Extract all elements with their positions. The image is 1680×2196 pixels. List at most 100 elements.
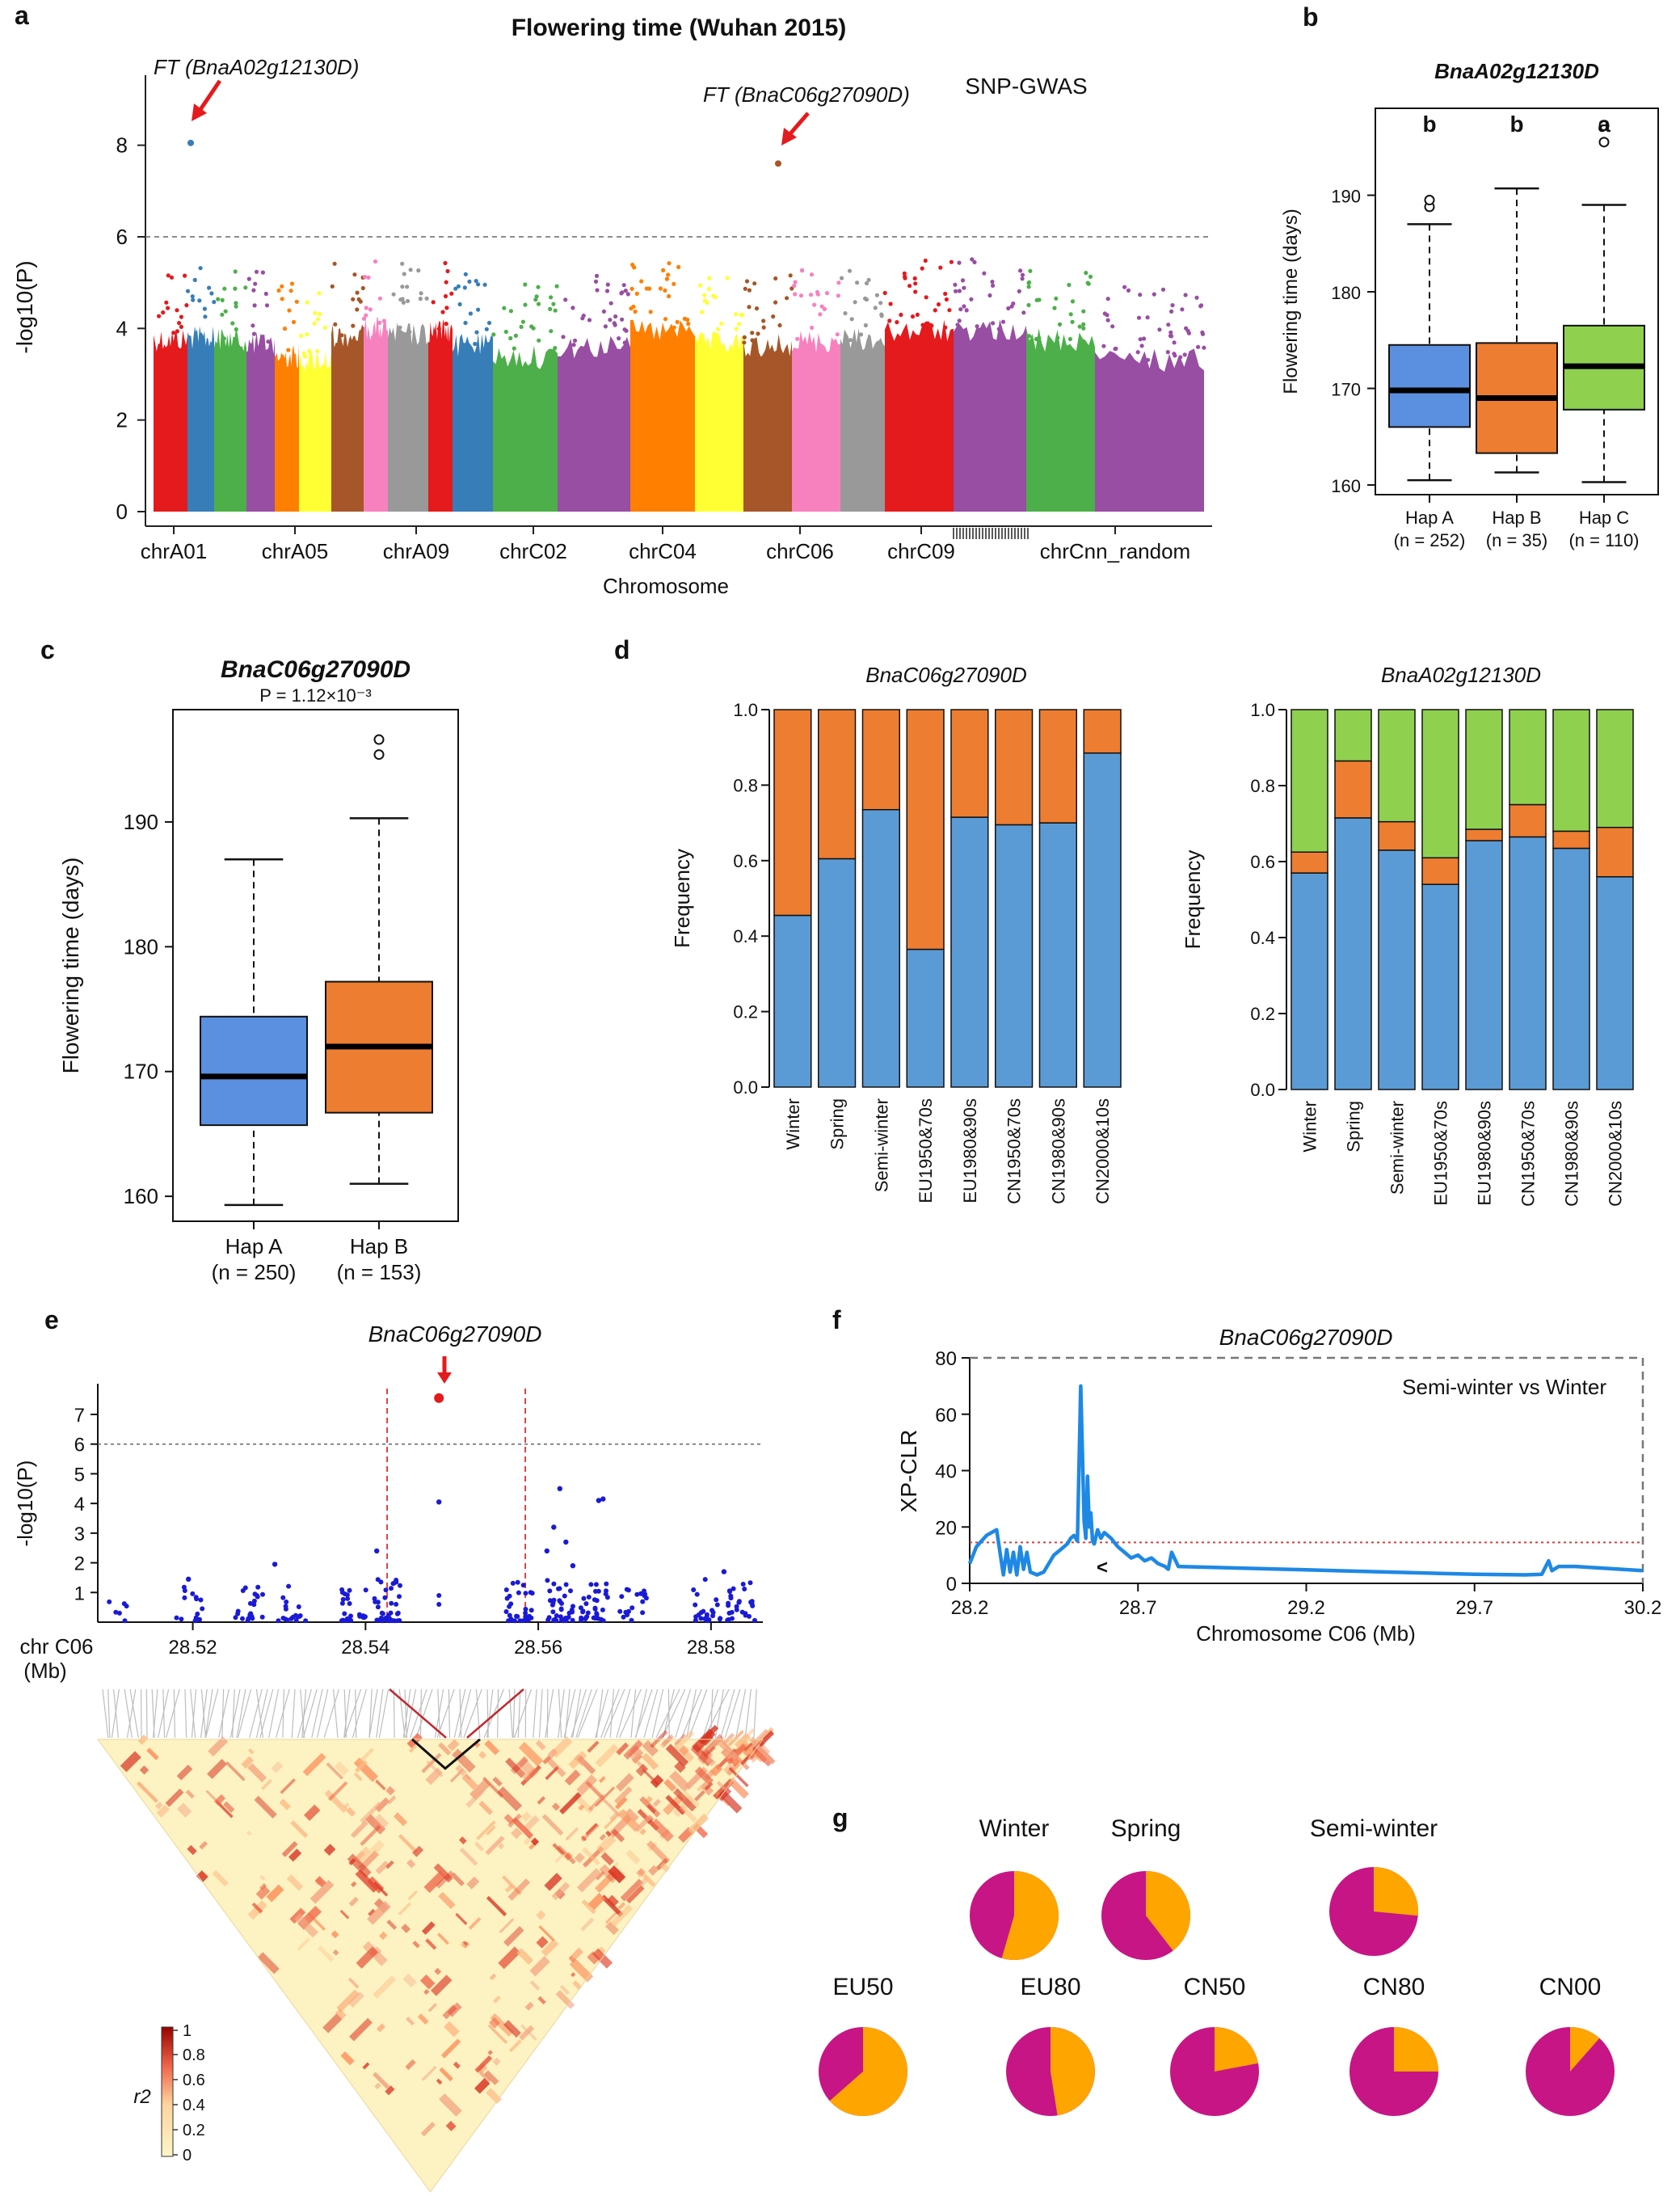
ld-map-line: [616, 1688, 631, 1739]
snp-point: [639, 279, 644, 284]
ld-map-line: [368, 1688, 378, 1739]
y-tick-label: 80: [935, 1348, 957, 1370]
chromosome-band: [364, 317, 388, 512]
snp-point: [725, 1617, 731, 1623]
snp-point: [873, 306, 878, 310]
ld-map-line: [558, 1688, 565, 1739]
chromosome-band: [630, 319, 695, 512]
snp-point: [212, 300, 217, 305]
snp-point: [251, 1598, 257, 1604]
snp-point: [339, 1587, 345, 1592]
snp-point: [858, 332, 864, 337]
snp-point: [629, 286, 634, 291]
ld-cell: [537, 1796, 546, 1805]
y-tick-label: 5: [74, 1464, 85, 1486]
snp-point: [1006, 306, 1011, 311]
box: [1388, 344, 1471, 428]
ld-cell: [650, 1818, 674, 1843]
snp-point: [388, 1610, 394, 1616]
panel-label: g: [832, 1803, 848, 1832]
ld-cell: [474, 2055, 493, 2073]
snp-point: [1182, 352, 1187, 357]
ld-cell: [650, 1774, 664, 1789]
x-axis-label: chr C06: [19, 1634, 93, 1659]
snp-point: [777, 322, 782, 328]
snp-point: [714, 1602, 720, 1608]
ld-cell: [492, 1995, 501, 2004]
snp-point: [122, 1618, 128, 1624]
snp-point: [750, 331, 755, 335]
x-tick-label: chrC04: [629, 539, 697, 563]
ld-map-line: [236, 1688, 246, 1739]
sample-size-label: (n = 153): [337, 1260, 422, 1284]
ld-cell: [503, 2020, 521, 2038]
snp-point: [1054, 296, 1059, 301]
ld-map-line: [405, 1688, 417, 1739]
snp-point: [594, 1611, 600, 1616]
y-tick-label: 6: [74, 1435, 85, 1456]
ld-cell: [303, 1804, 321, 1821]
snp-point: [864, 280, 869, 286]
outlier-point: [373, 734, 385, 745]
snp-point: [1105, 313, 1109, 318]
sample-size-label: (n = 35): [1486, 530, 1547, 550]
ld-cell: [423, 1988, 430, 1996]
ld-cell: [374, 2082, 381, 2090]
snp-point: [1146, 357, 1151, 362]
bar-segment: [1465, 828, 1503, 841]
snp-point: [503, 329, 508, 335]
arrow: [196, 79, 222, 115]
bar-segment: [1083, 709, 1122, 754]
ld-cell: [439, 2093, 462, 2117]
snp-point: [1142, 336, 1147, 341]
snp-point: [623, 289, 628, 293]
snp-point: [640, 1610, 646, 1616]
snp-point: [563, 297, 568, 302]
ld-map-line: [753, 1688, 757, 1739]
ld-cell: [503, 1925, 524, 1947]
ld-cell: [420, 2122, 436, 2137]
x-axis-unit: (Mb): [23, 1659, 66, 1683]
bar-segment: [1552, 847, 1590, 1090]
snp-point: [398, 1583, 402, 1588]
ld-cell: [347, 1977, 360, 1989]
x-tick-label: CN1950&70s: [1518, 1101, 1539, 1207]
snp-point: [198, 266, 203, 271]
snp-point: [276, 1618, 281, 1624]
ld-cell: [412, 1845, 424, 1857]
snp-point: [531, 326, 536, 331]
snp-point: [436, 1499, 442, 1505]
y-tick-label: 6: [116, 225, 128, 249]
ld-cell: [524, 2001, 534, 2011]
snp-point: [583, 1601, 589, 1607]
bar-segment: [1465, 840, 1503, 1090]
snp-point: [710, 1610, 716, 1615]
snp-point: [593, 1582, 599, 1587]
ld-cell: [541, 1939, 559, 1957]
snp-point: [1194, 295, 1199, 300]
ld-cell: [176, 1764, 193, 1781]
snp-point: [771, 314, 776, 319]
snp-point: [737, 322, 742, 327]
snp-point: [315, 349, 320, 354]
ld-cell: [623, 1739, 643, 1760]
ld-cell: [423, 1870, 446, 1894]
ld-cell: [373, 1814, 389, 1829]
snp-point: [157, 314, 162, 318]
snp-point: [552, 1616, 558, 1622]
snp-point: [793, 292, 798, 297]
ld-cell: [535, 1739, 546, 1751]
ld-cell: [447, 1739, 460, 1751]
ld-cell: [459, 1941, 467, 1949]
snp-point: [161, 310, 166, 315]
snp-point: [899, 312, 903, 318]
ld-map-line: [259, 1688, 274, 1739]
ld-cell: [574, 1754, 587, 1767]
snp-point: [443, 260, 448, 266]
pie-slice: [1051, 2027, 1095, 2116]
bar-segment: [773, 914, 812, 1088]
ld-cell: [505, 1757, 526, 1778]
ld-cell: [518, 1742, 544, 1767]
ld-map-line: [378, 1688, 389, 1739]
ld-map-line: [419, 1688, 422, 1739]
